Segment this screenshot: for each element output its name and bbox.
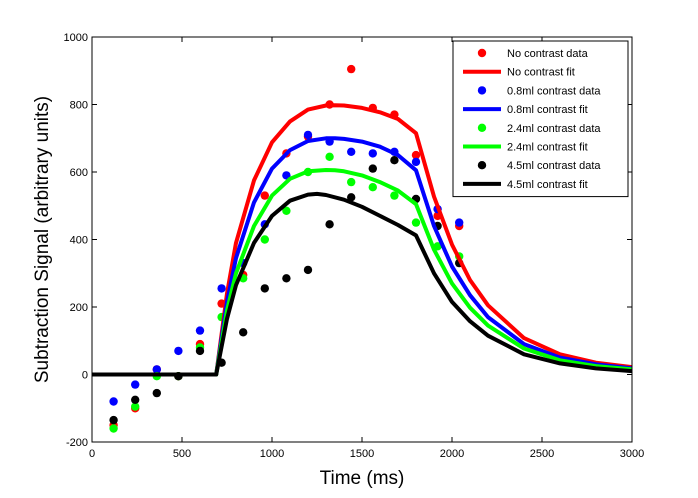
series-2-4ml-contrast-fit (92, 168, 633, 377)
y-tick-label: 800 (70, 100, 88, 112)
data-point (195, 346, 205, 356)
data-point (325, 220, 334, 229)
legend-entry: 2.4ml contrast data (477, 123, 601, 135)
data-point (109, 415, 118, 425)
data-point (282, 274, 291, 283)
legend-entry: 4.5ml contrast data (477, 160, 601, 172)
data-point (152, 388, 161, 398)
legend: No contrast data No contrast fit 0.8ml con… (452, 40, 629, 198)
data-point (109, 397, 118, 406)
data-point (174, 346, 183, 356)
data-point (368, 149, 377, 158)
legend-entry: 2.4ml contrast fit (463, 142, 588, 154)
data-point (347, 193, 356, 202)
data-point (131, 395, 140, 404)
x-tick-label: 0 (89, 448, 95, 460)
fit-line (92, 168, 633, 377)
fit-line (92, 136, 633, 377)
data-point (347, 177, 356, 187)
series-4-5ml-contrast-data (109, 156, 464, 425)
y-tick-label: 1000 (64, 32, 88, 44)
series-4-5ml-contrast-fit (92, 191, 633, 377)
data-point (260, 191, 269, 200)
data-point (152, 365, 161, 374)
y-axis-title: Subtraction Signal (arbitrary units) (32, 96, 53, 383)
data-point (347, 64, 356, 74)
data-point (131, 402, 140, 411)
legend-label: 4.5ml contrast fit (507, 179, 588, 191)
axes-layer: 0 500 1000 1500 2000 2500 3000-200020040060080… (64, 32, 645, 460)
fit-line (92, 191, 633, 377)
data-point (325, 152, 334, 161)
x-tick-label: 1500 (350, 448, 374, 460)
data-point (368, 183, 377, 192)
data-point (260, 284, 269, 293)
y-tick-label: 0 (82, 370, 88, 382)
legend-label: 0.8ml contrast fit (507, 104, 588, 116)
legend-marker-swatch (477, 123, 487, 132)
legend-label: No contrast fit (507, 67, 575, 79)
legend-entry: No contrast data (477, 48, 589, 60)
series-layer (92, 64, 633, 433)
data-point (239, 328, 248, 337)
fit-line (92, 103, 633, 377)
data-point (411, 218, 421, 227)
data-point (455, 218, 464, 227)
data-point (303, 265, 313, 275)
data-point (282, 206, 291, 215)
data-point (260, 235, 269, 244)
x-tick-label: 3000 (620, 448, 644, 460)
data-point (303, 130, 313, 140)
legend-entry: 4.5ml contrast fit (463, 179, 588, 191)
legend-entry: 0.8ml contrast data (477, 85, 601, 97)
data-point (109, 424, 118, 433)
y-tick-label: -200 (66, 437, 88, 449)
legend-label: 0.8ml contrast data (507, 85, 601, 97)
legend-entry: 0.8ml contrast fit (463, 104, 588, 116)
legend-marker-swatch (477, 48, 487, 58)
legend-marker-swatch (477, 86, 487, 95)
x-axis-title: Time (ms) (320, 468, 405, 489)
series-no-contrast-fit (92, 103, 633, 377)
legend-box (452, 40, 629, 198)
data-point (217, 284, 226, 293)
legend-marker-swatch (477, 161, 487, 170)
data-point (390, 191, 399, 200)
legend-label: 2.4ml contrast data (507, 123, 601, 135)
y-tick-label: 600 (70, 167, 88, 179)
x-tick-label: 500 (173, 448, 191, 460)
legend-label: 2.4ml contrast fit (507, 142, 588, 154)
y-tick-label: 200 (70, 302, 88, 314)
data-point (131, 380, 140, 389)
x-tick-label: 2500 (530, 448, 554, 460)
data-point (411, 150, 421, 160)
y-tick-label: 400 (70, 235, 88, 247)
data-point (195, 326, 205, 335)
data-point (390, 156, 399, 165)
series-0-8ml-contrast-fit (92, 136, 633, 377)
legend-entry: No contrast fit (463, 67, 575, 79)
legend-label: 4.5ml contrast data (507, 160, 601, 172)
data-point (368, 164, 377, 173)
legend-label: No contrast data (507, 48, 589, 60)
data-point (411, 157, 421, 167)
x-tick-label: 1000 (260, 448, 284, 460)
data-point (347, 147, 356, 156)
x-tick-label: 2000 (440, 448, 464, 460)
series-0-8ml-contrast-data (109, 130, 464, 406)
